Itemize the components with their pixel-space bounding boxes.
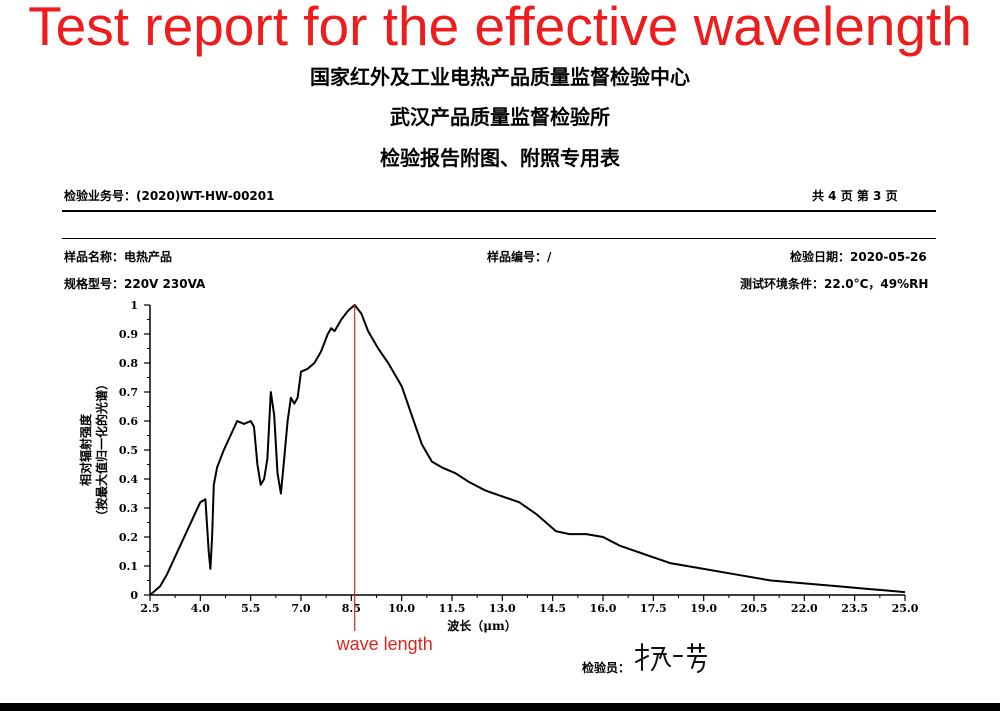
y-tick-label: 0.4 <box>119 473 138 486</box>
inspector-label: 检验员： <box>582 661 631 675</box>
banner-title: Test report for the effective wavelength <box>28 0 972 57</box>
marker-label: wave length <box>336 634 433 654</box>
y-tick-label: 0 <box>130 589 138 602</box>
x-tick-label: 10.0 <box>388 602 415 615</box>
test-environment: 测试环境条件：22.0°C，49%RH <box>740 277 929 291</box>
y-axis-label-note: （按最大值归一化的光谱） <box>94 378 109 522</box>
x-tick-label: 16.0 <box>590 602 617 615</box>
x-tick-label: 4.0 <box>191 602 210 615</box>
institute-name: 国家红外及工业电热产品质量监督检验中心 <box>310 65 690 89</box>
y-tick-label: 0.5 <box>119 444 138 457</box>
x-tick-label: 17.5 <box>640 602 667 615</box>
x-axis-label: 波长（μm） <box>447 618 516 633</box>
x-tick-label: 13.0 <box>489 602 516 615</box>
x-tick-label: 19.0 <box>690 602 717 615</box>
bottom-border <box>0 703 1000 711</box>
x-tick-label: 14.5 <box>539 602 566 615</box>
title-rule <box>62 238 936 239</box>
x-tick-label: 5.5 <box>241 602 260 615</box>
y-tick-label: 0.9 <box>119 328 138 341</box>
inspector-signature <box>635 643 707 673</box>
sample-name: 样品名称：电热产品 <box>64 250 173 264</box>
spectrum-curve <box>149 304 906 596</box>
x-tick-label: 25.0 <box>892 602 919 615</box>
y-tick-label: 0.8 <box>119 357 138 370</box>
form-title: 检验报告附图、附照专用表 <box>380 146 620 170</box>
x-tick-label: 22.0 <box>791 602 818 615</box>
y-tick-label: 0.1 <box>119 560 138 573</box>
x-tick-label: 7.0 <box>291 602 310 615</box>
page-indicator: 共 4 页 第 3 页 <box>812 189 898 203</box>
x-tick-label: 23.5 <box>841 602 868 615</box>
y-tick-label: 0.3 <box>119 502 138 515</box>
x-tick-label: 11.5 <box>439 602 466 615</box>
axes: 0 0.1 0.2 0.3 0.4 0.5 0.6 0.7 0.8 0.9 1 2.5 4.0 5.5 7.… <box>119 299 919 615</box>
x-tick-label: 8.5 <box>342 602 361 615</box>
sample-number: 样品编号：/ <box>487 250 552 264</box>
y-tick-label: 0.7 <box>119 386 138 399</box>
y-tick-label: 0.6 <box>119 415 138 428</box>
top-rule <box>62 210 936 212</box>
test-date: 检验日期：2020-05-26 <box>790 250 927 264</box>
x-tick-label: 2.5 <box>140 602 159 615</box>
task-number: 检验业务号：(2020)WT-HW-00201 <box>64 189 275 203</box>
x-tick-label: 20.5 <box>741 602 768 615</box>
institute-subname: 武汉产品质量监督检验所 <box>390 105 610 129</box>
y-tick-label: 1 <box>130 299 138 312</box>
y-axis-label: 相对辐射强度 <box>78 413 93 486</box>
model-spec: 规格型号：220V 230VA <box>64 277 206 291</box>
y-tick-label: 0.2 <box>119 531 138 544</box>
